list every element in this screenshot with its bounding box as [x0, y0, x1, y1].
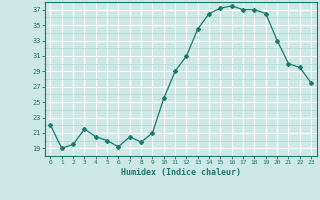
X-axis label: Humidex (Indice chaleur): Humidex (Indice chaleur): [121, 168, 241, 177]
